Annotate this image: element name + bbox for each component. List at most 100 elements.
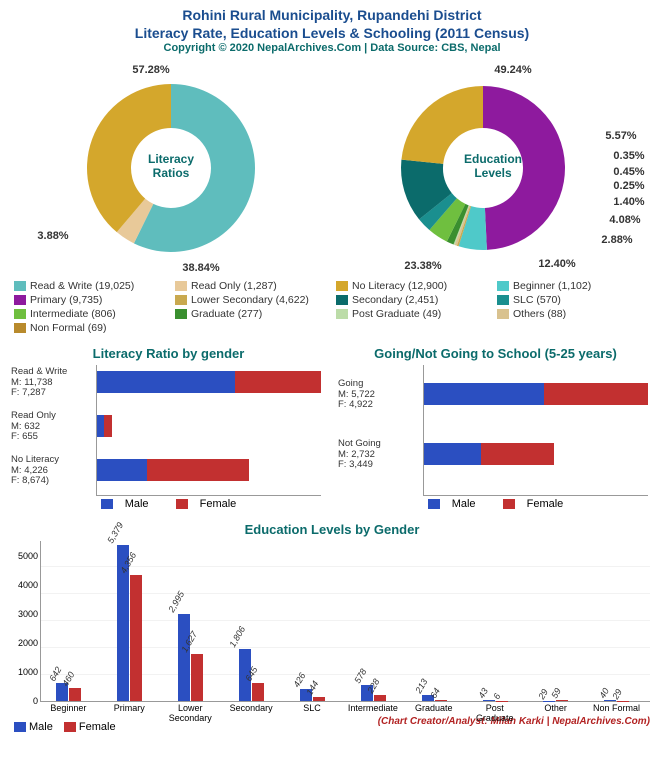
legend-swatch bbox=[175, 309, 187, 319]
vbar-xlabel: SLC bbox=[283, 701, 341, 713]
legend: Read & Write (19,025) Read Only (1,287) No… bbox=[0, 276, 664, 342]
hbar-male bbox=[97, 459, 147, 481]
hbar-row: Read & WriteM: 11,738F: 7,287 bbox=[97, 371, 321, 393]
legend-mf-1: Male Female bbox=[10, 496, 327, 516]
legend-swatch bbox=[14, 295, 26, 305]
legend-item: Primary (9,735) bbox=[14, 294, 167, 306]
vbar-xlabel: Post Graduate bbox=[466, 701, 524, 723]
legend-label: Post Graduate (49) bbox=[352, 308, 441, 320]
pct-label: 5.57% bbox=[605, 130, 636, 142]
ytick: 1000 bbox=[18, 667, 41, 677]
legend-male: Male bbox=[125, 498, 149, 510]
legend-item: Non Formal (69) bbox=[14, 322, 167, 334]
hbar-male bbox=[424, 383, 544, 405]
donuts-row: LiteracyRatios 57.28%3.88%38.84% Educati… bbox=[0, 56, 664, 276]
title-block: Rohini Rural Municipality, Rupandehi Dis… bbox=[0, 0, 664, 56]
legend-item: No Literacy (12,900) bbox=[336, 280, 489, 292]
vbar-female: 228 bbox=[374, 695, 386, 702]
pct-label: 38.84% bbox=[182, 262, 219, 274]
hbar-row: No LiteracyM: 4,226F: 8,674) bbox=[97, 459, 249, 481]
legend-swatch bbox=[14, 323, 26, 333]
edu-gender-chart: 010002000300040005000642460Beginner5,379… bbox=[40, 541, 650, 702]
legend-label: Primary (9,735) bbox=[30, 294, 102, 306]
hbar-row: Not GoingM: 2,732F: 3,449 bbox=[424, 443, 554, 465]
hbar-male bbox=[97, 371, 235, 393]
pct-label: 23.38% bbox=[404, 260, 441, 272]
legend-swatch bbox=[14, 309, 26, 319]
pct-label: 49.24% bbox=[494, 64, 531, 76]
schooling-chart: Going/Not Going to School (5-25 years) G… bbox=[337, 342, 654, 516]
title-line2: Literacy Rate, Education Levels & School… bbox=[0, 24, 664, 42]
legend-item: Post Graduate (49) bbox=[336, 308, 489, 320]
ytick: 4000 bbox=[18, 580, 41, 590]
vbar-group: 642460 bbox=[56, 683, 81, 702]
hbar-row: GoingM: 5,722F: 4,922 bbox=[424, 383, 648, 405]
legend-label: Others (88) bbox=[513, 308, 566, 320]
vbar-group: 5,3794,356 bbox=[117, 545, 142, 701]
legend-label: Lower Secondary (4,622) bbox=[191, 294, 309, 306]
hbar-female bbox=[481, 443, 554, 465]
legend-item: Read & Write (19,025) bbox=[14, 280, 167, 292]
pct-label: 0.35% bbox=[613, 150, 644, 162]
legend-label: No Literacy (12,900) bbox=[352, 280, 447, 292]
hbar-ylabel: Read & WriteM: 11,738F: 7,287 bbox=[11, 367, 97, 398]
vbar-female: 4,356 bbox=[130, 575, 142, 702]
legend-label: Beginner (1,102) bbox=[513, 280, 591, 292]
vbar-xlabel: Non Formal bbox=[588, 701, 646, 713]
legend-swatch bbox=[175, 281, 187, 291]
vbar-female: 460 bbox=[69, 688, 81, 701]
legend-label: Non Formal (69) bbox=[30, 322, 106, 334]
legend-swatch bbox=[175, 295, 187, 305]
legend-label: SLC (570) bbox=[513, 294, 561, 306]
legend-female: Female bbox=[200, 498, 237, 510]
legend-swatch bbox=[497, 309, 509, 319]
donut-literacy: LiteracyRatios 57.28%3.88%38.84% bbox=[21, 56, 321, 276]
vbar-xlabel: Primary bbox=[100, 701, 158, 713]
vbar-male: 2,995 bbox=[178, 614, 190, 701]
pct-label: 1.40% bbox=[613, 196, 644, 208]
literacy-gender-chart: Literacy Ratio by gender Read & WriteM: … bbox=[10, 342, 327, 516]
vbar-group: 578228 bbox=[361, 685, 386, 702]
pct-label: 0.25% bbox=[613, 180, 644, 192]
title-line1: Rohini Rural Municipality, Rupandehi Dis… bbox=[0, 6, 664, 24]
donut-education: EducationLevels 49.24%5.57%0.35%0.45%0.2… bbox=[343, 56, 643, 276]
hbar-female bbox=[104, 415, 112, 437]
mid-row: Literacy Ratio by gender Read & WriteM: … bbox=[0, 342, 664, 516]
legend-item: Graduate (277) bbox=[175, 308, 328, 320]
pct-label: 12.40% bbox=[538, 258, 575, 270]
legend-swatch bbox=[336, 281, 348, 291]
legend-label: Read & Write (19,025) bbox=[30, 280, 134, 292]
legend-swatch bbox=[336, 295, 348, 305]
vbar-xlabel: Beginner bbox=[39, 701, 97, 713]
donut-slice bbox=[483, 86, 565, 250]
legend-mf-2: Male Female bbox=[337, 496, 654, 516]
edu-gender-title: Education Levels by Gender bbox=[0, 522, 664, 537]
vbar-group: 426144 bbox=[300, 689, 325, 701]
pct-label: 2.88% bbox=[601, 234, 632, 246]
hbar-ylabel: Read OnlyM: 632F: 655 bbox=[11, 411, 97, 442]
legend-item: Others (88) bbox=[497, 308, 650, 320]
vbar-group: 1,806645 bbox=[239, 649, 264, 702]
ytick: 2000 bbox=[18, 638, 41, 648]
legend-item: Lower Secondary (4,622) bbox=[175, 294, 328, 306]
pct-label: 3.88% bbox=[37, 230, 68, 242]
legend-item: Read Only (1,287) bbox=[175, 280, 328, 292]
vbar-xlabel: Intermediate bbox=[344, 701, 402, 713]
hbar-female bbox=[544, 383, 648, 405]
legend-item: SLC (570) bbox=[497, 294, 650, 306]
hbar-ylabel: GoingM: 5,722F: 4,922 bbox=[338, 379, 424, 410]
schooling-title: Going/Not Going to School (5-25 years) bbox=[337, 346, 654, 361]
legend-female: Female bbox=[527, 498, 564, 510]
ytick: 3000 bbox=[18, 609, 41, 619]
legend-label: Read Only (1,287) bbox=[191, 280, 277, 292]
vbar-xlabel: Secondary bbox=[222, 701, 280, 713]
literacy-gender-title: Literacy Ratio by gender bbox=[10, 346, 327, 361]
vbar-group: 2,9951,627 bbox=[178, 614, 203, 701]
copyright: Copyright © 2020 NepalArchives.Com | Dat… bbox=[0, 42, 664, 54]
pct-label: 0.45% bbox=[613, 166, 644, 178]
hbar-female bbox=[147, 459, 249, 481]
vbar-xlabel: Other bbox=[527, 701, 585, 713]
legend-label: Graduate (277) bbox=[191, 308, 262, 320]
legend-female: Female bbox=[79, 721, 116, 733]
hbar-female bbox=[235, 371, 321, 393]
